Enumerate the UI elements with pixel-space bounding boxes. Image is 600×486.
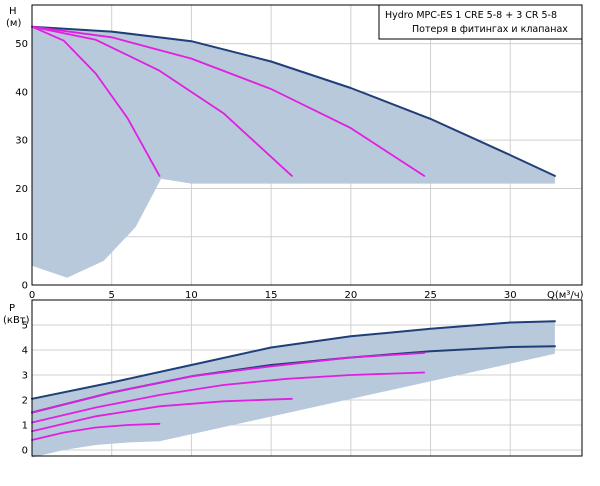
power-y-axis-label-2: (кВт) bbox=[3, 315, 30, 326]
head-y-axis-label-1: H bbox=[9, 6, 17, 17]
y-tick-label: 4 bbox=[22, 346, 28, 357]
head-x-ticks: 0 5 10 15 20 25 30 bbox=[29, 290, 517, 301]
operating-area bbox=[32, 26, 555, 278]
max-performance-curve bbox=[31, 320, 556, 400]
head-plot-frame bbox=[31, 4, 583, 286]
head-y-axis-label-2: (м) bbox=[6, 18, 21, 29]
y-tick-label: 2 bbox=[22, 396, 28, 407]
power-chart: 0 1 2 3 4 5 P (кВт) bbox=[3, 299, 583, 458]
legend-subtitle: Потеря в фитингах и клапанах bbox=[412, 24, 568, 35]
head-legend: Hydro MPC-ES 1 CRE 5-8 + 3 CR 5-8 Потеря… bbox=[378, 4, 583, 40]
x-tick-label: 10 bbox=[185, 290, 198, 301]
pump-curve bbox=[31, 25, 293, 177]
max-performance-curve bbox=[31, 25, 556, 177]
legend-box bbox=[378, 4, 583, 40]
power-y-axis-label-1: P bbox=[9, 303, 15, 314]
x-tick-label: 20 bbox=[344, 290, 357, 301]
pump-curve bbox=[31, 422, 161, 441]
power-y-ticks: 0 1 2 3 4 5 bbox=[22, 321, 28, 457]
y-tick-label: 50 bbox=[15, 39, 28, 50]
y-tick-label: 40 bbox=[15, 87, 28, 98]
y-tick-label: 0 bbox=[22, 446, 28, 457]
head-operating-area bbox=[32, 26, 555, 278]
legend-title: Hydro MPC-ES 1 CRE 5-8 + 3 CR 5-8 bbox=[385, 10, 557, 21]
y-tick-label: 20 bbox=[15, 184, 28, 195]
power-operating-area bbox=[32, 321, 555, 458]
head-chart: 0 10 20 30 40 50 0 5 10 15 20 25 30 H (м) Q(м³/ч) H… bbox=[6, 4, 584, 301]
x-tick-label: 25 bbox=[424, 290, 437, 301]
x-tick-label: 0 bbox=[29, 290, 35, 301]
head-x-axis-label: Q(м³/ч) bbox=[547, 290, 584, 301]
pump-curve bbox=[31, 371, 426, 424]
power-plot-frame bbox=[31, 299, 583, 457]
head-y-ticks: 0 10 20 30 40 50 bbox=[15, 39, 28, 291]
x-tick-label: 5 bbox=[109, 290, 115, 301]
y-tick-label: 3 bbox=[22, 371, 28, 382]
pump-curve bbox=[31, 397, 293, 433]
y-tick-label: 10 bbox=[15, 232, 28, 243]
operating-area bbox=[32, 321, 555, 458]
x-tick-label: 30 bbox=[504, 290, 517, 301]
pump-curve bbox=[31, 25, 161, 177]
y-tick-label: 0 bbox=[22, 281, 28, 292]
pump-curve bbox=[31, 25, 426, 177]
y-tick-label: 5 bbox=[22, 321, 28, 332]
power-curves bbox=[31, 320, 556, 441]
x-tick-label: 15 bbox=[265, 290, 278, 301]
pump-curve bbox=[31, 352, 426, 414]
y-tick-label: 1 bbox=[22, 421, 28, 432]
y-tick-label: 30 bbox=[15, 136, 28, 147]
head-curves bbox=[31, 25, 556, 177]
